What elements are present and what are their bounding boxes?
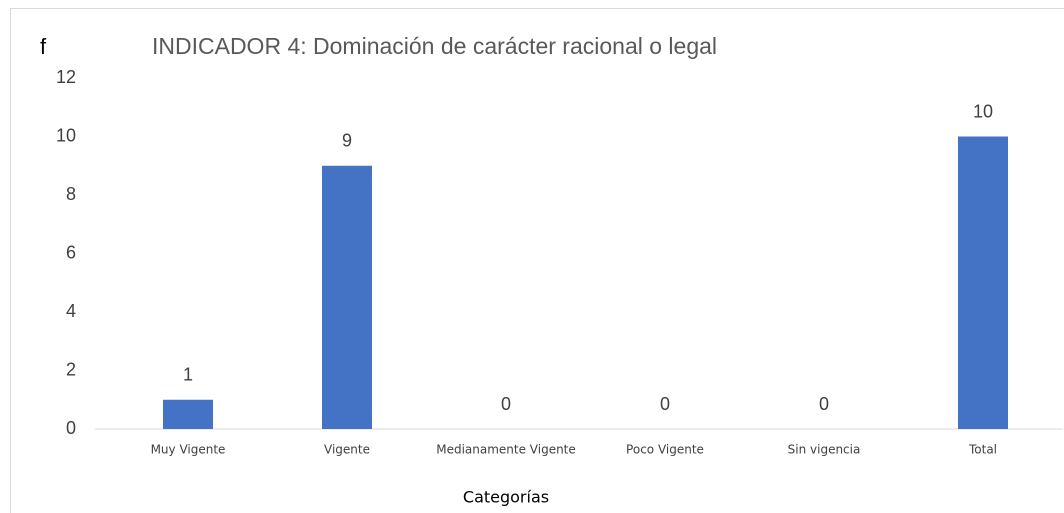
x-tick-label: Muy Vigente [151, 443, 226, 457]
data-label: 0 [660, 394, 670, 414]
data-label: 0 [501, 394, 511, 414]
y-tick-label: 2 [66, 359, 76, 379]
data-label: 10 [973, 101, 993, 121]
y-axis-label: f [40, 34, 47, 59]
x-tick-label: Vigente [324, 443, 370, 457]
x-tick-label: Medianamente Vigente [436, 443, 576, 457]
y-tick-label: 4 [66, 301, 76, 321]
x-tick-label: Poco Vigente [626, 443, 704, 457]
y-tick-label: 12 [56, 67, 76, 87]
data-label: 9 [342, 131, 352, 151]
chart-border [10, 8, 1064, 513]
y-tick-label: 6 [66, 242, 76, 262]
data-label: 1 [183, 365, 193, 385]
bar [322, 165, 372, 429]
y-tick-label: 0 [66, 418, 76, 438]
bar [163, 399, 213, 429]
x-axis-label: Categorías [463, 488, 549, 507]
data-label: 0 [819, 394, 829, 414]
x-tick-label: Sin vigencia [788, 443, 861, 457]
x-tick-label: Total [968, 443, 997, 457]
bar [958, 136, 1008, 429]
y-tick-label: 10 [56, 125, 76, 145]
y-tick-label: 8 [66, 184, 76, 204]
chart-title: INDICADOR 4: Dominación de carácter raci… [152, 33, 717, 59]
